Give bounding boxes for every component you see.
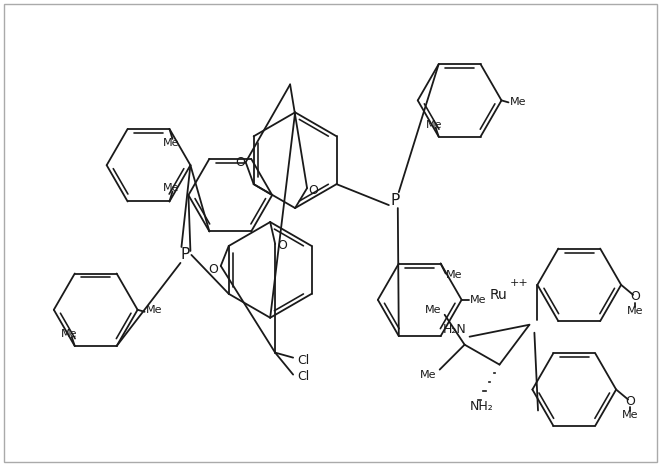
Text: Me: Me bbox=[61, 329, 77, 339]
Text: O: O bbox=[277, 240, 287, 253]
Text: P: P bbox=[181, 247, 190, 262]
Text: P: P bbox=[390, 192, 399, 207]
Text: Cl: Cl bbox=[297, 370, 309, 383]
Text: O: O bbox=[625, 395, 635, 408]
Text: Cl: Cl bbox=[297, 354, 309, 367]
Text: Me: Me bbox=[622, 411, 639, 420]
Text: Me: Me bbox=[163, 183, 180, 192]
Text: O: O bbox=[630, 290, 640, 303]
Text: O: O bbox=[308, 184, 318, 197]
Text: Me: Me bbox=[163, 138, 180, 148]
Text: Me: Me bbox=[420, 370, 436, 380]
Text: O: O bbox=[208, 263, 217, 276]
Text: Me: Me bbox=[510, 97, 526, 107]
Text: Ru: Ru bbox=[490, 288, 507, 302]
Text: ++: ++ bbox=[510, 278, 528, 288]
Text: H₂N: H₂N bbox=[443, 323, 467, 336]
Text: Me: Me bbox=[145, 305, 162, 315]
Text: Me: Me bbox=[424, 305, 441, 315]
Text: O: O bbox=[235, 156, 245, 169]
Text: Me: Me bbox=[446, 270, 462, 281]
Text: NH₂: NH₂ bbox=[470, 400, 493, 413]
Text: Me: Me bbox=[469, 295, 486, 305]
Text: Me: Me bbox=[426, 120, 442, 130]
Text: Me: Me bbox=[627, 306, 643, 316]
